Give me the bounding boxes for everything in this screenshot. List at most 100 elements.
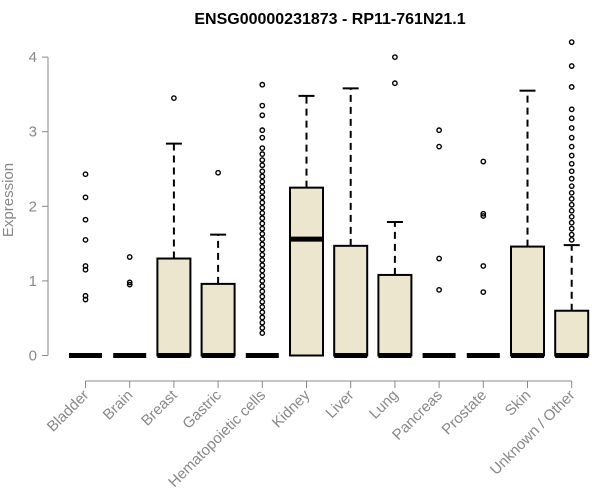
box-group [113, 254, 147, 358]
outlier-point [259, 298, 266, 305]
outlier-point [259, 215, 266, 222]
outlier-point [391, 54, 398, 60]
outlier-point [436, 286, 442, 293]
x-tick-label: Bladder [44, 387, 93, 436]
y-axis-label: Expression [0, 163, 17, 237]
outlier-point [259, 225, 266, 232]
outlier-point [259, 246, 266, 253]
outlier-point [480, 210, 487, 217]
outlier-point [259, 330, 266, 337]
outlier-point [82, 266, 89, 273]
outlier-point [259, 210, 266, 216]
outlier-point [568, 143, 575, 150]
outlier-point [568, 201, 575, 208]
outlier-point [259, 81, 266, 88]
outlier-point [259, 134, 266, 141]
x-tick-label: Lung [366, 387, 402, 423]
outlier-point [568, 125, 575, 131]
outlier-point [259, 178, 266, 185]
outlier-point [82, 171, 89, 178]
outlier-point [436, 127, 442, 134]
outlier-point [568, 225, 575, 232]
outlier-point [568, 160, 575, 167]
outlier-point [259, 272, 266, 279]
outlier-point [259, 204, 266, 211]
outlier-point [259, 157, 266, 163]
outlier-point [568, 84, 575, 90]
plot-area [69, 39, 590, 358]
outlier-point [568, 63, 575, 69]
box [333, 244, 369, 357]
box [289, 186, 324, 357]
outlier-point [259, 251, 266, 258]
box-group [156, 95, 192, 358]
outlier-point [568, 175, 575, 182]
x-tick-label: Prostate [439, 387, 491, 439]
outlier-point [259, 145, 266, 152]
box [156, 257, 192, 357]
outlier-point [259, 112, 266, 119]
outlier-point [568, 236, 575, 243]
outlier-point [259, 184, 266, 190]
outlier-point [259, 319, 266, 326]
outlier-point [82, 216, 89, 223]
outlier-point [259, 257, 266, 263]
outlier-point [259, 162, 266, 169]
outlier-point [568, 189, 575, 196]
outlier-point [480, 213, 487, 219]
box [377, 273, 413, 357]
outlier-point [568, 152, 575, 159]
outlier-point [126, 254, 133, 260]
outlier-point [259, 241, 266, 248]
outlier-point [126, 279, 133, 286]
x-tick-label: Brain [100, 387, 137, 424]
outlier-point [259, 288, 266, 295]
outlier-point [480, 158, 487, 165]
box-group [289, 94, 324, 357]
box-group [245, 81, 279, 358]
y-axis: 0 1 2 3 4 [29, 49, 49, 365]
outlier-point [259, 168, 266, 175]
outlier-point [259, 127, 266, 134]
outlier-point [259, 236, 266, 243]
outlier-point [259, 220, 266, 227]
box-group [422, 127, 456, 358]
outlier-point [259, 314, 266, 321]
outlier-point [568, 213, 575, 220]
outlier-point [259, 283, 266, 290]
outlier-point [259, 189, 266, 196]
outlier-point [259, 267, 266, 274]
outlier-point [259, 199, 266, 206]
x-tick-label: Skin [502, 387, 535, 420]
outlier-point [391, 80, 398, 87]
outlier-point [568, 219, 575, 226]
outlier-point [215, 169, 222, 176]
outlier-point [259, 324, 266, 331]
outlier-point [259, 151, 266, 157]
outlier-point [568, 115, 575, 122]
outlier-point [480, 289, 487, 295]
outlier-point [259, 262, 266, 269]
y-tick-label: 3 [29, 124, 37, 141]
outlier-point [568, 183, 575, 190]
outlier-point [126, 281, 133, 288]
outlier-point [568, 231, 575, 238]
box [510, 245, 545, 357]
outlier-point [568, 134, 575, 141]
outlier-point [259, 309, 266, 316]
outlier-point [259, 293, 266, 300]
outlier-point [568, 207, 575, 214]
outlier-point [259, 194, 266, 201]
box [554, 309, 590, 357]
outlier-point [436, 255, 442, 262]
box-group [333, 87, 369, 358]
outlier-point [436, 143, 442, 150]
box [200, 282, 236, 357]
outlier-point [568, 195, 575, 202]
y-tick-label: 1 [29, 273, 37, 290]
y-tick-label: 4 [29, 49, 37, 66]
box-group [510, 89, 545, 358]
outlier-point [259, 173, 266, 180]
box-group [554, 39, 590, 358]
